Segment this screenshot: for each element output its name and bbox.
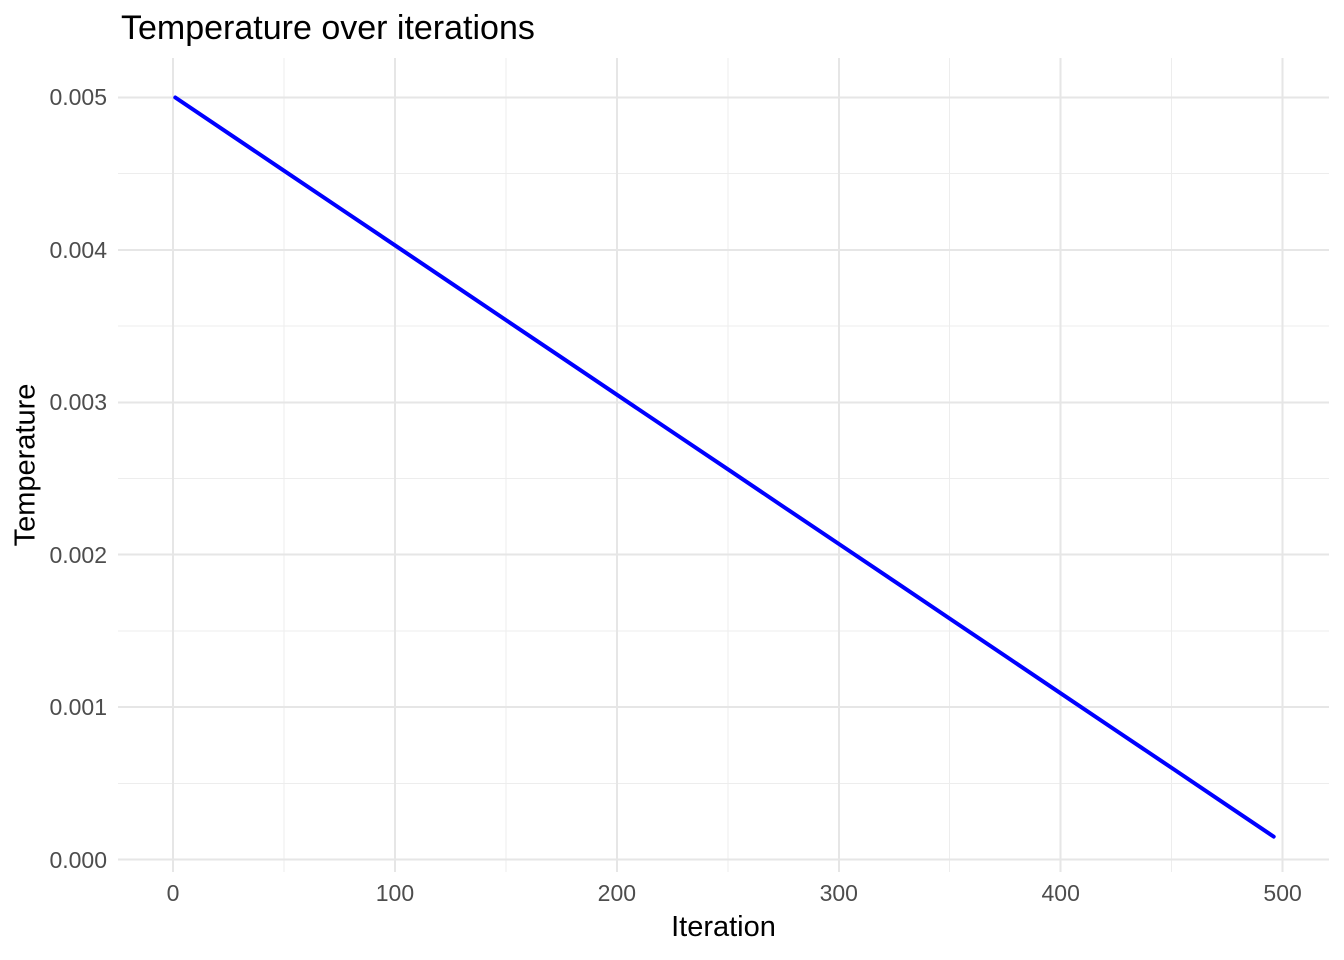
x-tick-label: 400	[1041, 880, 1080, 906]
y-tick-label: 0.005	[49, 84, 107, 111]
x-axis-title: Iteration	[671, 911, 776, 943]
y-tick-label: 0.004	[49, 236, 107, 263]
y-tick-label: 0.003	[49, 389, 107, 416]
x-tick-label: 500	[1263, 880, 1302, 906]
chart-title: Temperature over iterations	[121, 9, 535, 47]
x-tick-label: 100	[375, 880, 415, 906]
y-tick-label: 0.002	[49, 541, 107, 568]
y-tick-label: 0.001	[49, 694, 107, 721]
temperature-line	[173, 95, 1276, 839]
x-tick-label: 300	[819, 880, 858, 906]
x-tick-label: 200	[597, 880, 637, 906]
y-tick-label: 0.000	[49, 846, 107, 873]
x-tick-label: 0	[166, 880, 180, 906]
